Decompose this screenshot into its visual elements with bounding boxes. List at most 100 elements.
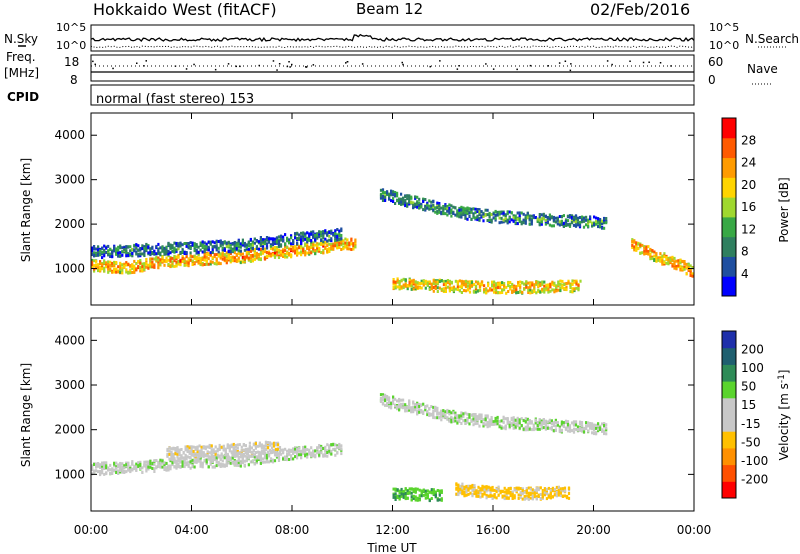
power-cell bbox=[117, 270, 120, 274]
vel-cell bbox=[460, 414, 463, 418]
power-cell bbox=[548, 213, 551, 217]
power-cell bbox=[631, 243, 634, 247]
colorbar-swatch bbox=[722, 464, 736, 482]
power-cell bbox=[410, 200, 413, 204]
vel-cell bbox=[264, 444, 268, 448]
vel-cell bbox=[539, 493, 542, 496]
power-cell bbox=[470, 210, 473, 214]
vel-cell bbox=[209, 460, 212, 464]
vel-cell bbox=[506, 418, 509, 422]
vel-cell bbox=[491, 494, 494, 498]
power-cell bbox=[318, 246, 321, 250]
vel-cell bbox=[539, 486, 542, 490]
power-cell bbox=[125, 249, 128, 253]
vel-cell bbox=[260, 443, 263, 447]
power-cell bbox=[131, 271, 134, 274]
vel-cell bbox=[306, 452, 309, 456]
vel-cell bbox=[145, 467, 148, 471]
vel-cell bbox=[244, 447, 247, 451]
power-cell bbox=[223, 241, 226, 245]
power-cell bbox=[147, 251, 150, 255]
power-cell bbox=[520, 222, 523, 226]
power-cell bbox=[304, 242, 307, 246]
vel-cell bbox=[398, 397, 401, 401]
vel-cell bbox=[593, 432, 596, 435]
power-cell bbox=[510, 211, 513, 215]
power-cell bbox=[406, 197, 409, 201]
power-cell bbox=[167, 243, 170, 246]
vel-cell bbox=[219, 465, 222, 468]
power-cell bbox=[249, 249, 252, 253]
vel-cell bbox=[230, 443, 233, 447]
vel-cell bbox=[248, 445, 251, 449]
vel-cell bbox=[256, 450, 259, 454]
power-cell bbox=[454, 287, 457, 291]
vel-cell bbox=[426, 496, 429, 500]
vel-cell bbox=[561, 489, 564, 493]
power-cell bbox=[253, 257, 256, 261]
power-cell bbox=[201, 250, 204, 254]
power-cell bbox=[338, 241, 341, 245]
power-cell bbox=[121, 266, 124, 270]
vel-cell bbox=[103, 465, 106, 469]
vel-cell bbox=[290, 454, 293, 458]
vel-cell bbox=[473, 487, 476, 491]
power-cell bbox=[183, 242, 186, 245]
vel-cell bbox=[276, 447, 280, 451]
vel-cell bbox=[217, 461, 220, 465]
vel-cell bbox=[187, 464, 190, 468]
power-cell bbox=[560, 219, 563, 223]
vel-cell bbox=[522, 427, 525, 431]
power-cell bbox=[261, 240, 265, 244]
vel-cell bbox=[171, 463, 174, 467]
x-tick-label: 08:00 bbox=[275, 523, 310, 537]
power-cell bbox=[434, 210, 437, 214]
power-cell bbox=[476, 289, 480, 293]
power-cell bbox=[275, 236, 279, 240]
y-tick-label: 3000 bbox=[54, 378, 85, 392]
power-cell bbox=[282, 239, 285, 243]
vel-cell bbox=[430, 497, 433, 500]
power-cell bbox=[103, 254, 106, 258]
power-cell bbox=[484, 213, 487, 216]
power-cell bbox=[269, 237, 273, 241]
vel-cell bbox=[418, 410, 421, 414]
vel-cell bbox=[473, 492, 476, 496]
power-cell bbox=[221, 248, 224, 251]
power-cell bbox=[398, 199, 401, 203]
vel-cell bbox=[211, 465, 214, 469]
vel-cell bbox=[524, 417, 527, 421]
power-cell bbox=[472, 212, 475, 216]
vel-cell bbox=[318, 453, 321, 457]
vel-cell bbox=[484, 418, 487, 421]
vel-cell bbox=[135, 466, 138, 470]
power-cell bbox=[215, 262, 218, 266]
power-cell bbox=[432, 286, 435, 289]
vel-cell bbox=[298, 446, 301, 450]
vel-cell bbox=[513, 496, 516, 500]
power-cell bbox=[279, 235, 283, 239]
power-cell bbox=[442, 283, 445, 287]
vel-cell bbox=[495, 490, 498, 494]
vel-cell bbox=[455, 482, 458, 486]
vel-cell bbox=[388, 396, 391, 400]
vel-cell bbox=[430, 405, 433, 408]
vel-cell bbox=[536, 424, 539, 427]
power-cell bbox=[91, 252, 94, 256]
power-cell bbox=[593, 222, 596, 226]
power-cell bbox=[428, 280, 431, 284]
colorbar-swatch bbox=[722, 236, 736, 257]
vel-cell bbox=[273, 459, 277, 463]
power-cell bbox=[460, 205, 463, 209]
vel-cell bbox=[316, 447, 319, 451]
vel-cell bbox=[388, 398, 391, 402]
vel-cell bbox=[523, 490, 526, 494]
vel-cell bbox=[558, 427, 561, 431]
power-cell bbox=[135, 262, 138, 265]
power-cell bbox=[685, 262, 688, 266]
vel-cell bbox=[228, 446, 231, 450]
power-cell bbox=[255, 251, 258, 255]
freq-dot bbox=[239, 65, 241, 68]
power-cell bbox=[157, 263, 160, 267]
